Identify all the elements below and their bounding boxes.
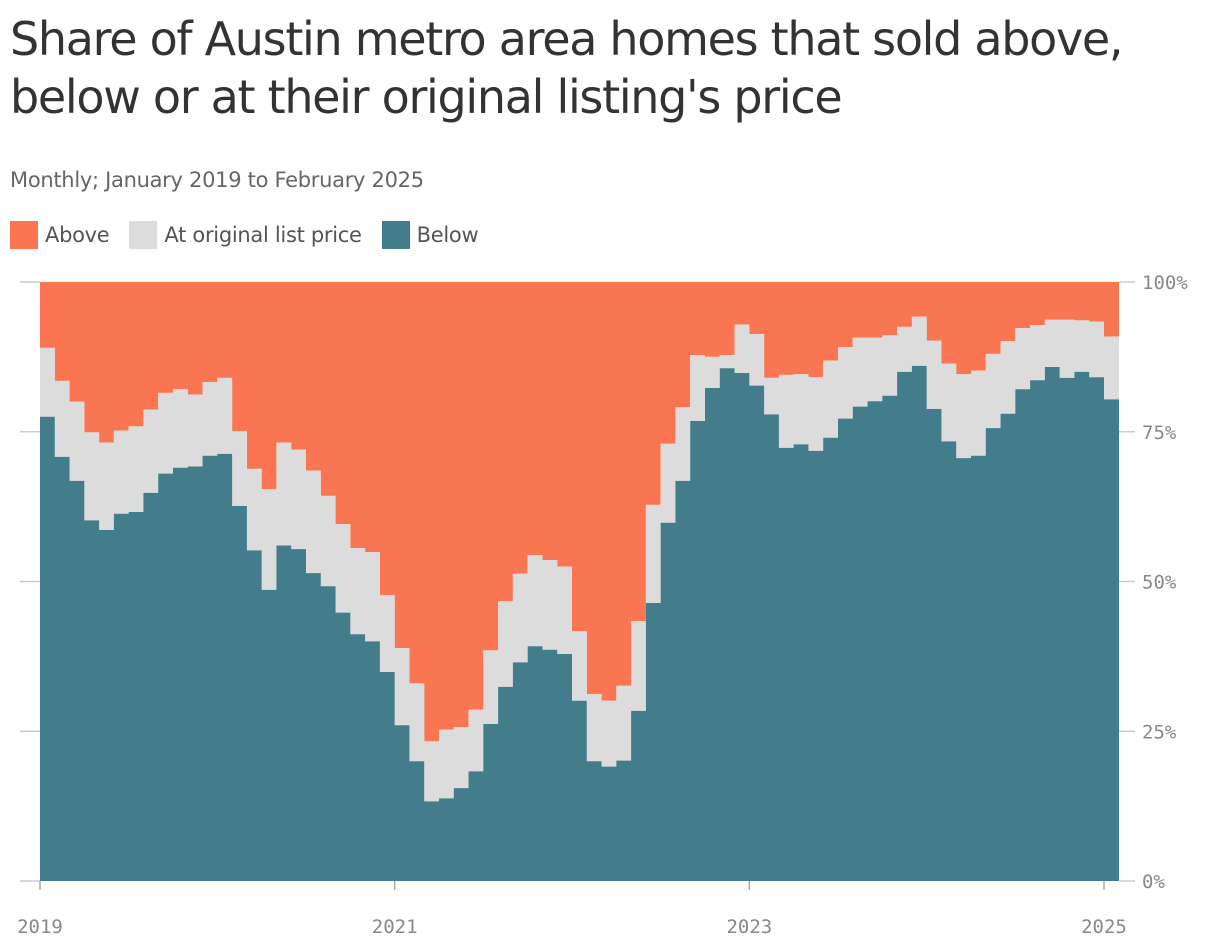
legend-item-at-list: At original list price	[129, 221, 362, 249]
legend: Above At original list price Below	[10, 221, 498, 249]
legend-swatch-below	[381, 221, 410, 249]
legend-item-above: Above	[10, 221, 110, 249]
y-tick-label: 100%	[1142, 272, 1188, 294]
legend-swatch-above	[10, 221, 38, 249]
series-areas	[40, 282, 1119, 881]
legend-swatch-at-list	[129, 221, 158, 249]
series-area-below	[40, 365, 1119, 881]
legend-label-above: Above	[45, 223, 110, 247]
chart-title: Share of Austin metro area homes that so…	[10, 12, 1124, 124]
chart-subtitle: Monthly; January 2019 to February 2025	[10, 168, 424, 192]
y-tick-label: 50%	[1142, 572, 1177, 594]
series-area-above	[40, 282, 1119, 742]
y-tick-label: 75%	[1142, 422, 1177, 444]
x-tick-label: 2023	[726, 916, 772, 938]
x-axis: 2019 2021 2023 2025	[17, 881, 1127, 938]
legend-item-below: Below	[381, 221, 479, 249]
series-area-at-list-price	[40, 316, 1119, 802]
x-tick-label: 2019	[17, 916, 63, 938]
y-tick-label: 25%	[1142, 721, 1177, 743]
x-tick-label: 2021	[372, 916, 418, 938]
y-axis: 0% 25% 50% 75% 100%	[1142, 272, 1188, 893]
x-tick-label: 2025	[1081, 916, 1127, 938]
legend-label-below: Below	[416, 223, 479, 247]
legend-label-at-list: At original list price	[164, 223, 362, 247]
y-tick-label: 0%	[1142, 871, 1165, 893]
gridlines	[20, 281, 1135, 882]
